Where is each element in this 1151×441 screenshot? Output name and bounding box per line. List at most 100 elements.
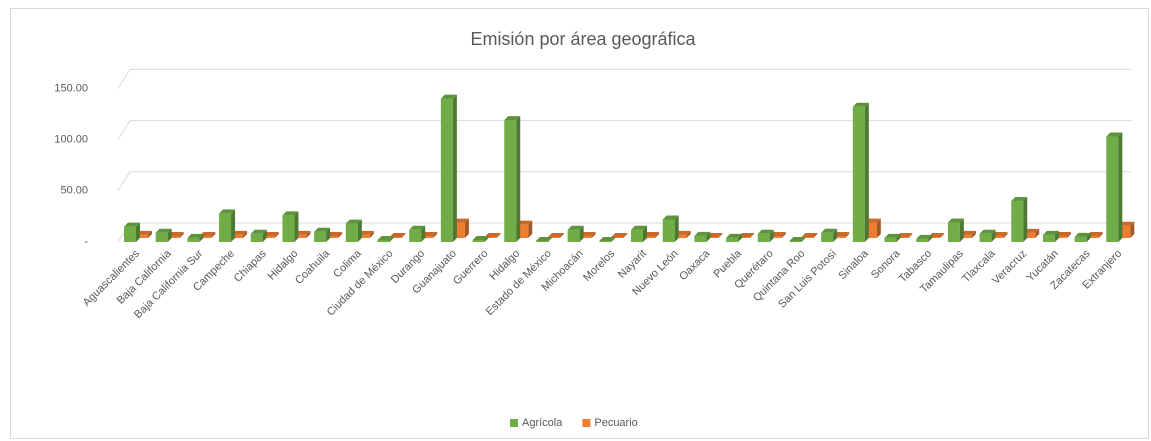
bar-top <box>345 219 362 224</box>
bar-side <box>738 233 743 242</box>
bar <box>631 225 647 242</box>
bar-front <box>326 235 339 238</box>
bar-front <box>833 235 846 238</box>
bar-side <box>1066 231 1071 238</box>
bar <box>694 231 711 242</box>
bar-front <box>674 234 687 238</box>
bar-front <box>219 213 232 242</box>
bar-front <box>345 223 358 242</box>
bar-side <box>484 235 489 242</box>
bar-side <box>1118 132 1123 242</box>
bar <box>345 219 362 242</box>
bar <box>1074 232 1091 242</box>
bar-front <box>916 238 929 242</box>
bar <box>1106 132 1123 242</box>
bar-side <box>294 211 299 242</box>
bar-front <box>801 236 814 238</box>
bar-top <box>567 225 584 230</box>
bar-side <box>1098 231 1103 238</box>
bar <box>314 227 331 242</box>
bar-top <box>1011 197 1028 202</box>
bar-front <box>821 232 834 242</box>
bar-side <box>655 231 659 238</box>
bar <box>852 102 869 242</box>
bar-front <box>1074 236 1087 242</box>
bar-top <box>726 233 743 238</box>
bar-top <box>124 222 140 227</box>
bar-top <box>472 235 489 240</box>
bar-side <box>1023 197 1028 242</box>
bar-top <box>282 211 299 216</box>
bar <box>599 236 616 242</box>
chart-title: Emisión por área geográfica <box>470 29 696 49</box>
bar-side <box>464 218 469 238</box>
bar-top <box>1074 232 1091 237</box>
bar-top <box>504 116 521 121</box>
bar-top <box>409 225 426 230</box>
bar <box>947 218 964 242</box>
bar-side <box>813 232 818 238</box>
bar-front <box>1054 235 1067 238</box>
bar-top <box>187 233 204 238</box>
bar-side <box>421 225 426 242</box>
bar-top <box>440 94 457 99</box>
bar-side <box>243 230 248 238</box>
bar-front <box>769 235 782 238</box>
bar-side <box>1130 221 1135 238</box>
bar <box>979 229 996 242</box>
grid-line <box>117 120 1132 140</box>
bar-side <box>1035 228 1040 238</box>
bar-side <box>845 231 850 238</box>
bar-front <box>1023 232 1036 238</box>
bar-side <box>991 229 996 242</box>
bar-side <box>908 232 913 238</box>
y-tick-label: - <box>84 236 88 248</box>
bar-side <box>452 94 457 242</box>
bar-top <box>599 236 616 241</box>
bar-front <box>1086 235 1099 238</box>
bar-front <box>136 234 148 238</box>
bar-side <box>306 230 311 238</box>
bar-side <box>516 116 521 242</box>
bar-side <box>674 215 679 242</box>
bar-top <box>916 234 933 239</box>
bar-top <box>611 232 628 237</box>
bar <box>1011 197 1028 242</box>
bar-front <box>377 239 390 242</box>
bar-side <box>326 227 331 242</box>
bar <box>219 209 236 242</box>
bar-top <box>1106 132 1123 137</box>
bar-top <box>757 229 774 234</box>
bar-side <box>1054 230 1059 242</box>
bar-front <box>979 233 992 242</box>
bar-side <box>706 231 711 242</box>
bar <box>662 215 679 242</box>
y-tick-label: 100.00 <box>54 133 88 145</box>
bar-side <box>643 225 647 242</box>
bar-side <box>167 228 172 242</box>
bar <box>535 236 552 242</box>
bar-front <box>694 235 707 242</box>
bar-side <box>433 231 438 238</box>
bar-front <box>884 237 897 242</box>
bar-front <box>643 235 655 238</box>
legend-label: Agrícola <box>522 417 563 429</box>
bar <box>155 228 172 242</box>
bar <box>801 232 818 238</box>
bar-front <box>314 231 327 242</box>
bar <box>124 222 140 242</box>
bar-front <box>706 236 719 238</box>
bar-front <box>124 226 136 242</box>
bar-front <box>294 234 307 238</box>
bar <box>187 233 204 242</box>
bar-side <box>369 230 374 238</box>
bar <box>567 225 584 242</box>
bar <box>726 233 743 242</box>
bar-front <box>611 236 624 238</box>
bar-side <box>686 230 691 238</box>
bar <box>547 232 564 238</box>
bar-top <box>821 228 838 233</box>
bar-front <box>187 237 200 242</box>
y-tick-label: 150.00 <box>54 82 88 94</box>
